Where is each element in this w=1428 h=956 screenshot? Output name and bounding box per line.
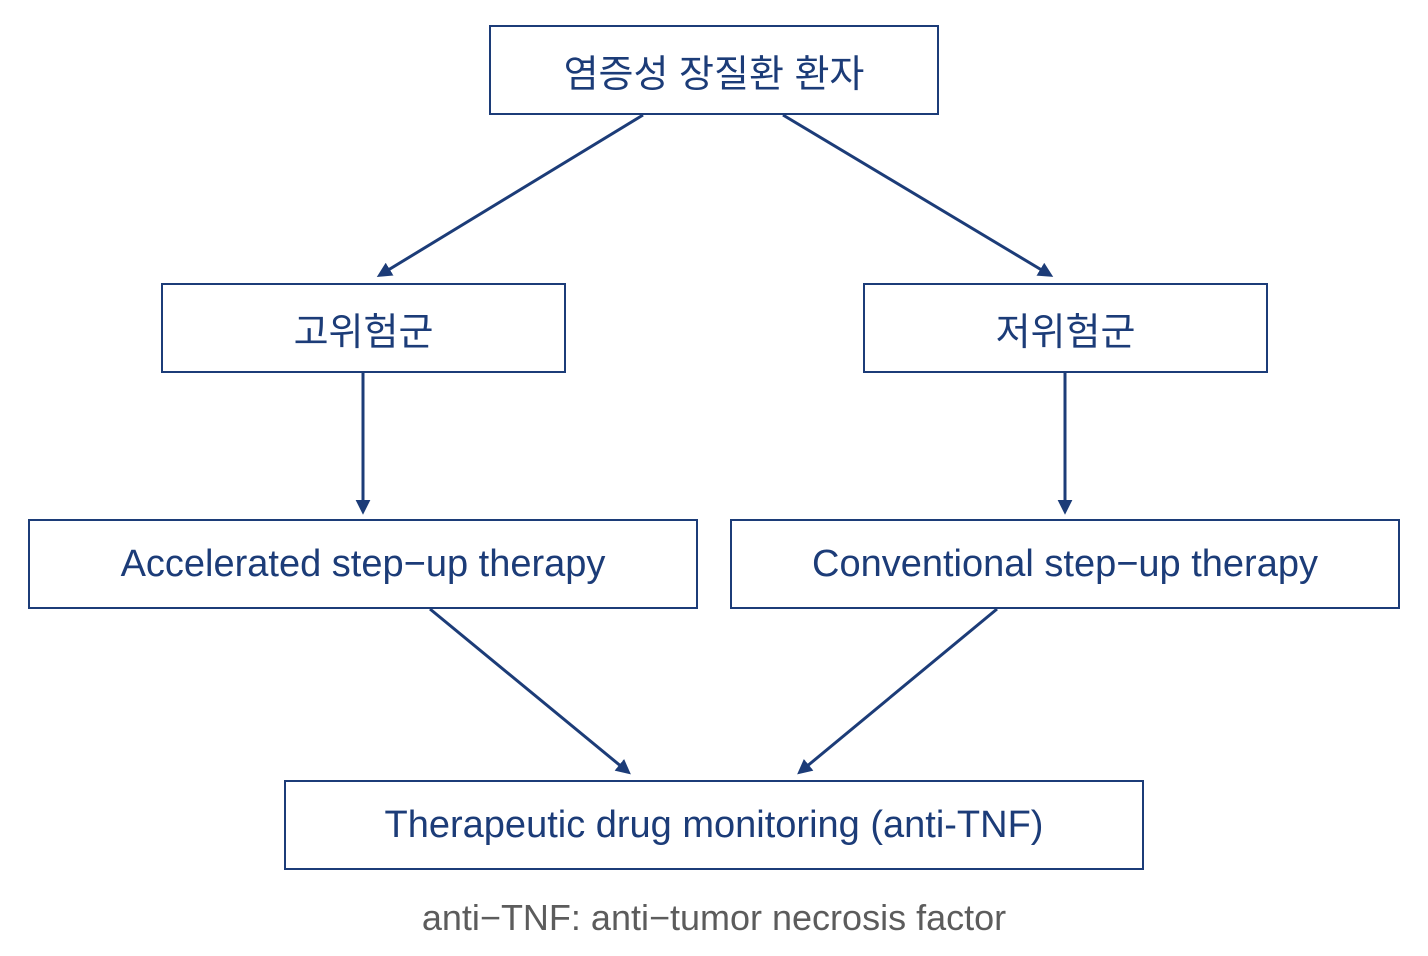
node-low-risk-label: 저위험군 [996, 301, 1136, 356]
node-high-risk: 고위험군 [161, 283, 566, 373]
footnote: anti−TNF: anti−tumor necrosis factor [0, 897, 1428, 939]
edge-conventional-to-tdm [800, 609, 997, 772]
node-conventional-label: Conventional step−up therapy [812, 543, 1318, 586]
node-accelerated-label: Accelerated step−up therapy [121, 543, 606, 586]
edge-root-to-low_risk [783, 115, 1050, 275]
node-tdm-label: Therapeutic drug monitoring (anti-TNF) [385, 804, 1044, 847]
node-root: 염증성 장질환 환자 [489, 25, 939, 115]
node-tdm: Therapeutic drug monitoring (anti-TNF) [284, 780, 1144, 870]
node-accelerated: Accelerated step−up therapy [28, 519, 698, 609]
edge-accelerated-to-tdm [430, 609, 628, 772]
node-root-label: 염증성 장질환 환자 [564, 43, 865, 98]
flowchart-container: 염증성 장질환 환자 고위험군 저위험군 Accelerated step−up… [0, 0, 1428, 956]
footnote-text: anti−TNF: anti−tumor necrosis factor [422, 897, 1006, 938]
node-conventional: Conventional step−up therapy [730, 519, 1400, 609]
node-high-risk-label: 고위험군 [294, 301, 434, 356]
node-low-risk: 저위험군 [863, 283, 1268, 373]
edge-root-to-high_risk [380, 115, 643, 275]
